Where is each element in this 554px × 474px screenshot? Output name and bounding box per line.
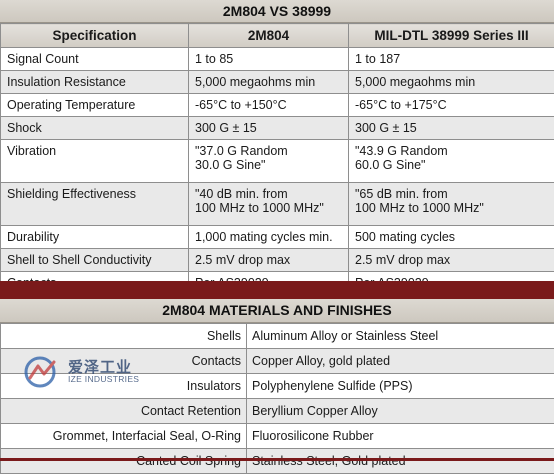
material-value: Beryllium Copper Alloy: [247, 399, 554, 424]
table-row: Contact Retention Beryllium Copper Alloy: [1, 399, 554, 424]
table-row: Durability 1,000 mating cycles min. 500 …: [1, 226, 554, 249]
material-item: Shells: [1, 324, 247, 349]
materials-table: Shells Aluminum Alloy or Stainless Steel…: [0, 323, 554, 474]
spec-value-2m804: 5,000 megaohms min: [189, 71, 349, 94]
material-value: Copper Alloy, gold plated: [247, 349, 554, 374]
spec-value-38999: 500 mating cycles: [349, 226, 554, 249]
table-row: Shells Aluminum Alloy or Stainless Steel: [1, 324, 554, 349]
spec-value-2m804: "40 dB min. from 100 MHz to 1000 MHz": [189, 183, 349, 226]
spec-value-2m804: -65°C to +150°C: [189, 94, 349, 117]
value-line: 100 MHz to 1000 MHz": [355, 201, 554, 215]
table-row: Shielding Effectiveness "40 dB min. from…: [1, 183, 554, 226]
material-value: Aluminum Alloy or Stainless Steel: [247, 324, 554, 349]
value-line: "43.9 G Random: [355, 144, 554, 158]
material-item: Grommet, Interfacial Seal, O-Ring: [1, 424, 247, 449]
value-line: "65 dB min. from: [355, 187, 554, 201]
spec-comparison-table: Specification 2M804 MIL-DTL 38999 Series…: [0, 23, 554, 295]
spec-value-38999: "65 dB min. from 100 MHz to 1000 MHz": [349, 183, 554, 226]
table-row: Shell to Shell Conductivity 2.5 mV drop …: [1, 249, 554, 272]
spec-value-38999: -65°C to +175°C: [349, 94, 554, 117]
value-line: "40 dB min. from: [195, 187, 348, 201]
spec-value-2m804: 1,000 mating cycles min.: [189, 226, 349, 249]
table-row: Shock 300 G ± 15 300 G ± 15: [1, 117, 554, 140]
material-item: Canted Coil Spring: [1, 449, 247, 474]
spec-value-38999: "43.9 G Random 60.0 G Sine": [349, 140, 554, 183]
material-value: Stainless Steel, Gold plated: [247, 449, 554, 474]
spec-value-38999: 2.5 mV drop max: [349, 249, 554, 272]
spec-name: Insulation Resistance: [1, 71, 189, 94]
materials-title: 2M804 MATERIALS AND FINISHES: [0, 299, 554, 323]
spec-name: Durability: [1, 226, 189, 249]
header-specification: Specification: [1, 24, 189, 48]
spec-value-38999: 1 to 187: [349, 48, 554, 71]
header-38999: MIL-DTL 38999 Series III: [349, 24, 554, 48]
spec-value-2m804: 300 G ± 15: [189, 117, 349, 140]
spec-header-row: Specification 2M804 MIL-DTL 38999 Series…: [1, 24, 554, 48]
spec-name: Shell to Shell Conductivity: [1, 249, 189, 272]
table-row: Contacts Copper Alloy, gold plated: [1, 349, 554, 374]
spec-name: Signal Count: [1, 48, 189, 71]
material-item: Contacts: [1, 349, 247, 374]
spec-value-38999: 300 G ± 15: [349, 117, 554, 140]
spec-value-38999: 5,000 megaohms min: [349, 71, 554, 94]
table-row: Insulators Polyphenylene Sulfide (PPS): [1, 374, 554, 399]
spec-value-2m804: "37.0 G Random 30.0 G Sine": [189, 140, 349, 183]
spec-value-2m804: 1 to 85: [189, 48, 349, 71]
material-value: Fluorosilicone Rubber: [247, 424, 554, 449]
value-line: 60.0 G Sine": [355, 158, 554, 172]
material-item: Contact Retention: [1, 399, 247, 424]
table-row: Insulation Resistance 5,000 megaohms min…: [1, 71, 554, 94]
spec-name: Vibration: [1, 140, 189, 183]
spec-name: Operating Temperature: [1, 94, 189, 117]
table-row: Operating Temperature -65°C to +150°C -6…: [1, 94, 554, 117]
material-value: Polyphenylene Sulfide (PPS): [247, 374, 554, 399]
value-line: "37.0 G Random: [195, 144, 348, 158]
table-row: Vibration "37.0 G Random 30.0 G Sine" "4…: [1, 140, 554, 183]
comparison-title: 2M804 VS 38999: [0, 0, 554, 23]
material-item: Insulators: [1, 374, 247, 399]
value-line: 100 MHz to 1000 MHz": [195, 201, 348, 215]
table-row: Canted Coil Spring Stainless Steel, Gold…: [1, 449, 554, 474]
table-row: Signal Count 1 to 85 1 to 187: [1, 48, 554, 71]
section-divider-band: [0, 281, 554, 299]
value-line: 30.0 G Sine": [195, 158, 348, 172]
table-row: Grommet, Interfacial Seal, O-Ring Fluoro…: [1, 424, 554, 449]
header-2m804: 2M804: [189, 24, 349, 48]
spec-name: Shielding Effectiveness: [1, 183, 189, 226]
spec-value-2m804: 2.5 mV drop max: [189, 249, 349, 272]
spec-name: Shock: [1, 117, 189, 140]
